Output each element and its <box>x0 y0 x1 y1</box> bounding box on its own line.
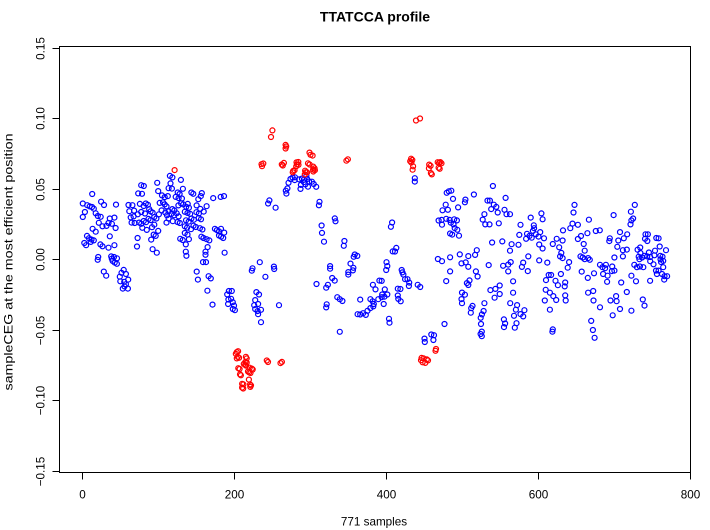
svg-text:TTATCCA profile: TTATCCA profile <box>320 9 430 25</box>
svg-text:0: 0 <box>79 489 86 502</box>
svg-text:0.05: 0.05 <box>35 178 48 201</box>
svg-text:−0.05: −0.05 <box>35 315 48 345</box>
svg-text:0.10: 0.10 <box>35 107 48 130</box>
svg-text:0.00: 0.00 <box>35 248 48 271</box>
svg-text:−0.10: −0.10 <box>35 385 48 415</box>
svg-text:771 samples: 771 samples <box>341 516 407 529</box>
svg-text:800: 800 <box>681 489 701 502</box>
svg-text:400: 400 <box>377 489 397 502</box>
svg-text:0.15: 0.15 <box>35 37 48 60</box>
svg-text:600: 600 <box>529 489 549 502</box>
svg-text:200: 200 <box>225 489 245 502</box>
svg-text:−0.15: −0.15 <box>35 456 48 486</box>
svg-text:sampleCEG at the most efficien: sampleCEG at the most efficient position <box>3 134 16 391</box>
